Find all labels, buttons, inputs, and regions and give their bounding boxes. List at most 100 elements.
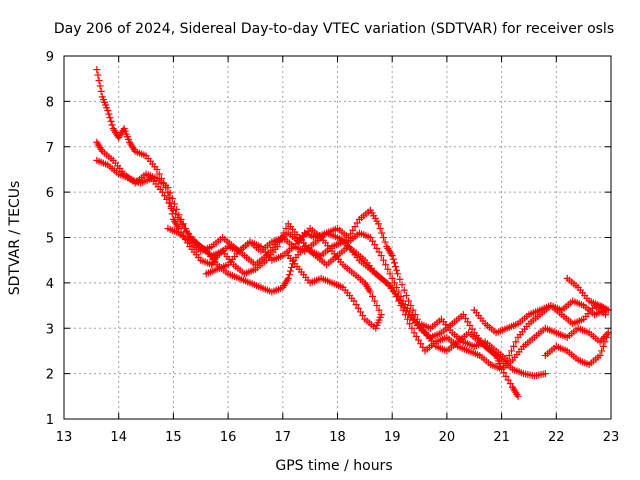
x-tick-label: 15 <box>165 430 182 445</box>
x-tick-label: 14 <box>110 430 127 445</box>
data-point <box>359 312 367 320</box>
data-point <box>510 342 518 350</box>
series-trace-6 <box>470 302 610 337</box>
data-point <box>394 270 402 278</box>
data-point <box>94 71 102 79</box>
data-point <box>361 315 369 323</box>
x-tick-label: 16 <box>220 430 237 445</box>
data-point <box>393 283 401 291</box>
data-point <box>285 271 293 279</box>
data-point <box>603 333 611 341</box>
data-point <box>404 304 412 312</box>
data-point <box>371 297 379 305</box>
data-point <box>504 376 512 384</box>
data-point <box>396 296 404 304</box>
data-point <box>371 241 379 249</box>
data-point <box>375 248 383 256</box>
data-point <box>95 77 103 85</box>
data-point <box>167 203 175 211</box>
series-trace-3 <box>93 156 612 373</box>
data-point <box>164 184 172 192</box>
data-point <box>93 66 101 74</box>
data-point <box>155 170 163 178</box>
data-point <box>399 306 407 314</box>
data-point <box>514 392 522 400</box>
series-trace-7 <box>541 329 612 369</box>
data-point <box>411 311 419 319</box>
data-point <box>406 320 414 328</box>
data-point <box>352 301 360 309</box>
data-point <box>596 351 604 359</box>
data-point <box>396 275 404 283</box>
y-tick-label: 1 <box>46 413 54 428</box>
data-point <box>502 372 510 380</box>
data-point <box>366 288 374 296</box>
data-point <box>390 279 398 287</box>
x-tick-label: 23 <box>603 430 620 445</box>
data-marks <box>93 66 612 400</box>
data-point <box>163 195 171 203</box>
data-point <box>375 306 383 314</box>
series-trace-8 <box>563 274 612 314</box>
data-point <box>178 221 186 229</box>
data-point <box>347 230 355 238</box>
data-point <box>96 82 104 90</box>
data-point <box>379 256 387 264</box>
data-point <box>354 304 362 312</box>
data-point <box>506 380 514 388</box>
data-point <box>388 252 396 260</box>
data-point <box>376 224 384 232</box>
data-point <box>169 206 177 214</box>
data-point <box>386 270 394 278</box>
data-point <box>417 340 425 348</box>
data-point <box>165 199 173 207</box>
data-point <box>284 274 292 282</box>
data-point <box>389 255 397 263</box>
data-point <box>174 214 182 222</box>
y-tick-label: 4 <box>46 277 54 292</box>
data-point <box>512 338 520 346</box>
data-point <box>168 194 176 202</box>
data-point <box>153 165 161 173</box>
data-point <box>406 308 414 316</box>
y-tick-label: 6 <box>46 186 54 201</box>
data-point <box>106 114 114 122</box>
data-point <box>505 351 513 359</box>
x-tick-label: 13 <box>56 430 73 445</box>
data-point <box>288 263 296 271</box>
data-point <box>284 252 292 260</box>
data-point <box>173 205 181 213</box>
data-point <box>602 311 610 319</box>
data-point <box>176 217 184 225</box>
data-point <box>97 87 105 95</box>
data-point <box>353 219 361 227</box>
data-point <box>351 223 359 231</box>
x-axis-label: GPS time / hours <box>275 458 392 474</box>
y-tick-label: 3 <box>46 322 54 337</box>
series-trace-5 <box>202 229 549 380</box>
data-point <box>397 302 405 310</box>
x-tick-label: 21 <box>493 430 510 445</box>
data-point <box>161 192 169 200</box>
data-point <box>369 237 377 245</box>
data-point <box>464 318 472 326</box>
chart-title: Day 206 of 2024, Sidereal Day-to-day VTE… <box>54 21 614 37</box>
data-point <box>373 244 381 252</box>
data-point <box>401 301 409 309</box>
data-point <box>379 234 387 241</box>
x-tick-label: 19 <box>384 430 401 445</box>
data-point <box>466 322 474 330</box>
data-point <box>369 292 377 300</box>
data-point <box>601 338 609 346</box>
y-tick-label: 5 <box>46 232 54 247</box>
data-point <box>356 308 364 316</box>
data-point <box>391 263 399 271</box>
grid <box>64 56 611 419</box>
data-point <box>404 315 412 323</box>
data-point <box>599 342 607 350</box>
y-tick-label: 7 <box>46 141 54 156</box>
data-point <box>382 261 390 269</box>
data-point <box>468 325 476 333</box>
